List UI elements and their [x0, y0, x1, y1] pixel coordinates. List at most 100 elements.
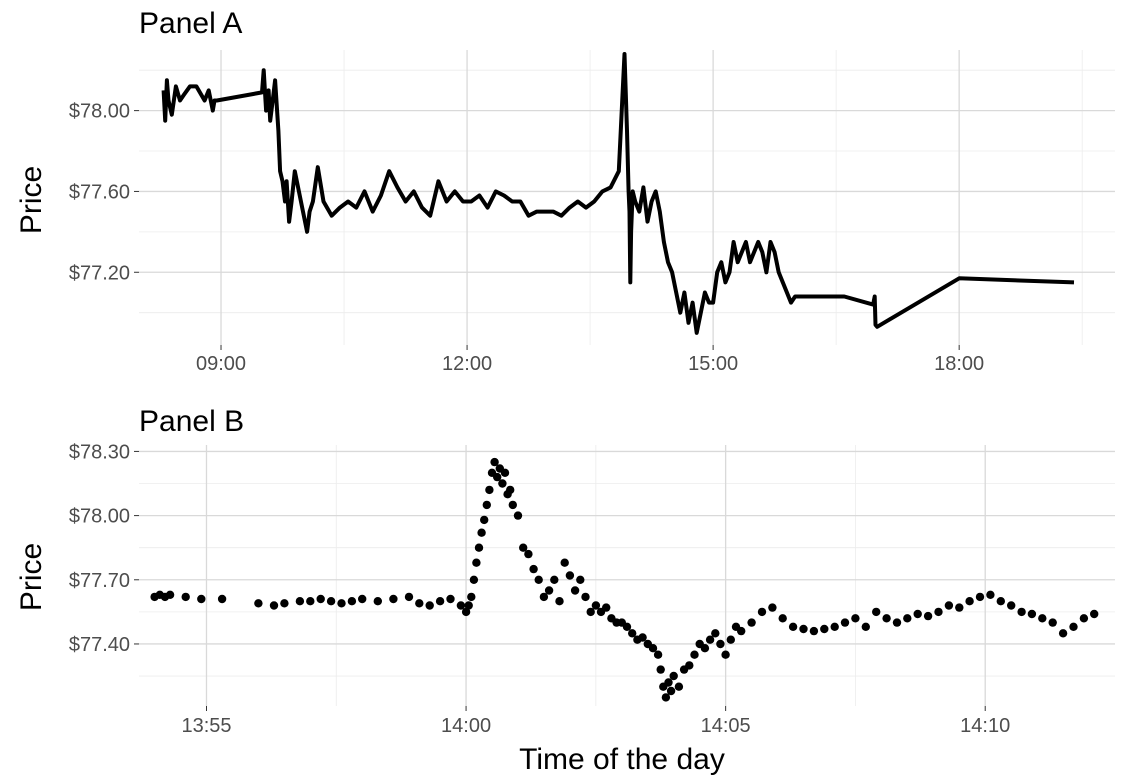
panel-b-data-point	[591, 601, 601, 610]
panel-b-data-point	[472, 558, 481, 567]
panel-b-data-point	[726, 635, 735, 644]
panel-b-data-point	[768, 603, 777, 612]
panel-b-ticks: 13:55 14:00 14:05 14:10 $77.40 $77.70 $78.00 $7…	[69, 441, 1010, 737]
panel-b-data-point	[197, 594, 206, 604]
panel-b-data-point	[648, 644, 658, 653]
panel-a: Panel A Price 09:00 12:00 15:00 18:00 $77.20…	[15, 7, 1115, 375]
panel-b-data-point	[903, 614, 912, 623]
panel-b-data-point	[1079, 614, 1089, 623]
panel-b-data-point	[295, 597, 305, 606]
panel-a-y-axis-title: Price	[15, 166, 48, 234]
panel-a-x-tick-label: 12:00	[442, 353, 492, 375]
panel-b-data-point	[602, 603, 611, 612]
panel-b-x-tick-label: 13:55	[181, 715, 231, 737]
panel-b-data-point	[737, 626, 746, 636]
panel-b-data-point	[474, 543, 484, 552]
panel-b-data-point	[799, 624, 808, 634]
panel-b-data-point	[404, 592, 414, 602]
panel-b-data-point	[851, 614, 860, 623]
panel-b-data-point	[570, 586, 580, 595]
panel-b-data-point	[674, 682, 684, 691]
panel-b-data-point	[628, 629, 637, 638]
panel-b-data-point	[1048, 618, 1057, 627]
panel-b-data-point	[1090, 609, 1099, 619]
panel-a-title: Panel A	[139, 7, 242, 40]
panel-b-data-point	[534, 575, 543, 584]
panel-b-data-point	[373, 597, 382, 606]
panel-b-data-point	[508, 500, 517, 510]
panel-b-data-point	[711, 629, 720, 638]
panel-b-data-point	[529, 564, 538, 574]
panel-b-data-point	[539, 592, 549, 602]
panel-a-y-tick-label: $77.20	[69, 262, 130, 284]
panel-b-data-point	[181, 592, 190, 602]
panel-b-data-point	[685, 661, 694, 670]
panel-b-x-tick-label: 14:00	[441, 715, 491, 737]
panel-b: Panel B Price 13:55 14:00 14:05 14:10 $77.40…	[15, 405, 1115, 737]
panel-b-data-point	[1027, 609, 1037, 619]
panel-b-data-point	[666, 686, 676, 696]
panel-b-data-point	[464, 601, 473, 610]
panel-a-price-line	[161, 52, 1075, 335]
panel-b-y-tick-label: $78.00	[69, 506, 130, 528]
panel-b-data-point	[1069, 622, 1078, 631]
panel-b-data-point	[555, 597, 564, 606]
panel-b-data-point	[519, 543, 528, 552]
panel-b-data-point	[469, 575, 479, 584]
panel-b-data-point	[716, 639, 725, 649]
panel-b-data-point	[830, 622, 839, 631]
panel-a-x-tick-label: 09:00	[196, 353, 246, 375]
panel-b-data-point	[513, 511, 523, 520]
panel-b-data-point	[975, 592, 985, 602]
panel-b-data-point	[872, 607, 881, 617]
panel-b-data-point	[944, 601, 954, 610]
panel-b-data-point	[965, 597, 974, 606]
panel-b-data-point	[306, 597, 315, 606]
panel-b-data-point	[269, 601, 279, 610]
panel-b-data-point	[955, 603, 964, 612]
panel-b-data-point	[217, 594, 227, 604]
panel-b-data-point	[581, 592, 590, 602]
panel-b-data-point	[347, 597, 357, 606]
panel-b-data-point	[882, 614, 891, 623]
panel-b-data-point	[1017, 607, 1026, 617]
panel-b-data-point	[690, 650, 699, 659]
panel-b-data-point	[861, 622, 870, 631]
panel-b-data-point	[254, 599, 263, 608]
panel-b-data-point	[389, 594, 398, 604]
panel-a-y-tick-label: $78.00	[69, 101, 130, 123]
panel-b-grid	[139, 445, 1115, 706]
panel-b-data-point	[493, 472, 502, 482]
panel-b-data-point	[664, 678, 673, 687]
panel-b-data-point	[586, 607, 595, 617]
panel-b-data-point	[820, 624, 829, 634]
panel-b-x-tick-label: 14:05	[701, 715, 751, 737]
panel-b-data-point	[358, 594, 367, 604]
panel-b-data-point	[996, 597, 1005, 606]
panel-b-data-point	[705, 635, 715, 644]
panel-b-y-tick-label: $78.30	[69, 441, 130, 463]
panel-b-y-tick-label: $77.40	[69, 634, 130, 656]
panel-b-data-point	[500, 468, 510, 477]
panel-b-data-point	[165, 590, 175, 599]
panel-b-data-point	[544, 586, 554, 595]
panel-a-marks	[161, 52, 1075, 335]
panel-b-data-point	[415, 599, 424, 608]
panel-b-data-point	[498, 479, 507, 488]
panel-b-title: Panel B	[139, 405, 244, 438]
panel-b-data-point	[913, 609, 922, 619]
panel-b-data-point	[337, 599, 346, 608]
panel-b-data-point	[757, 607, 767, 617]
panel-b-data-point	[700, 644, 710, 653]
panel-b-data-point	[316, 594, 325, 604]
panel-b-data-point	[934, 607, 943, 617]
panel-b-marks	[150, 457, 1099, 702]
panel-b-x-tick-label: 14:10	[960, 715, 1010, 737]
panel-b-data-point	[721, 650, 730, 659]
panel-b-data-point	[425, 601, 434, 610]
panel-a-x-tick-label: 15:00	[688, 353, 738, 375]
panel-b-y-tick-label: $77.70	[69, 570, 130, 592]
panel-b-data-point	[560, 558, 569, 567]
panel-b-data-point	[653, 650, 663, 659]
